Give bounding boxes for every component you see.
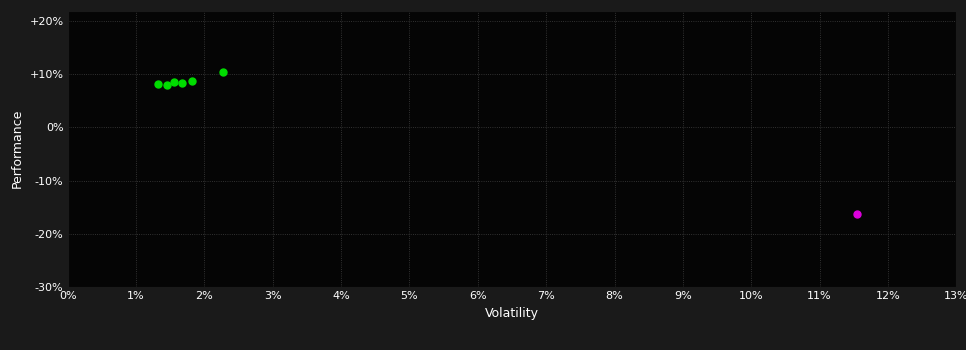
Point <box>185 78 200 84</box>
Point <box>159 83 175 88</box>
Point <box>849 211 865 217</box>
Y-axis label: Performance: Performance <box>11 109 24 188</box>
Point <box>215 69 231 75</box>
Point <box>166 79 182 85</box>
Point <box>150 81 165 87</box>
Point <box>175 80 190 86</box>
X-axis label: Volatility: Volatility <box>485 307 539 320</box>
